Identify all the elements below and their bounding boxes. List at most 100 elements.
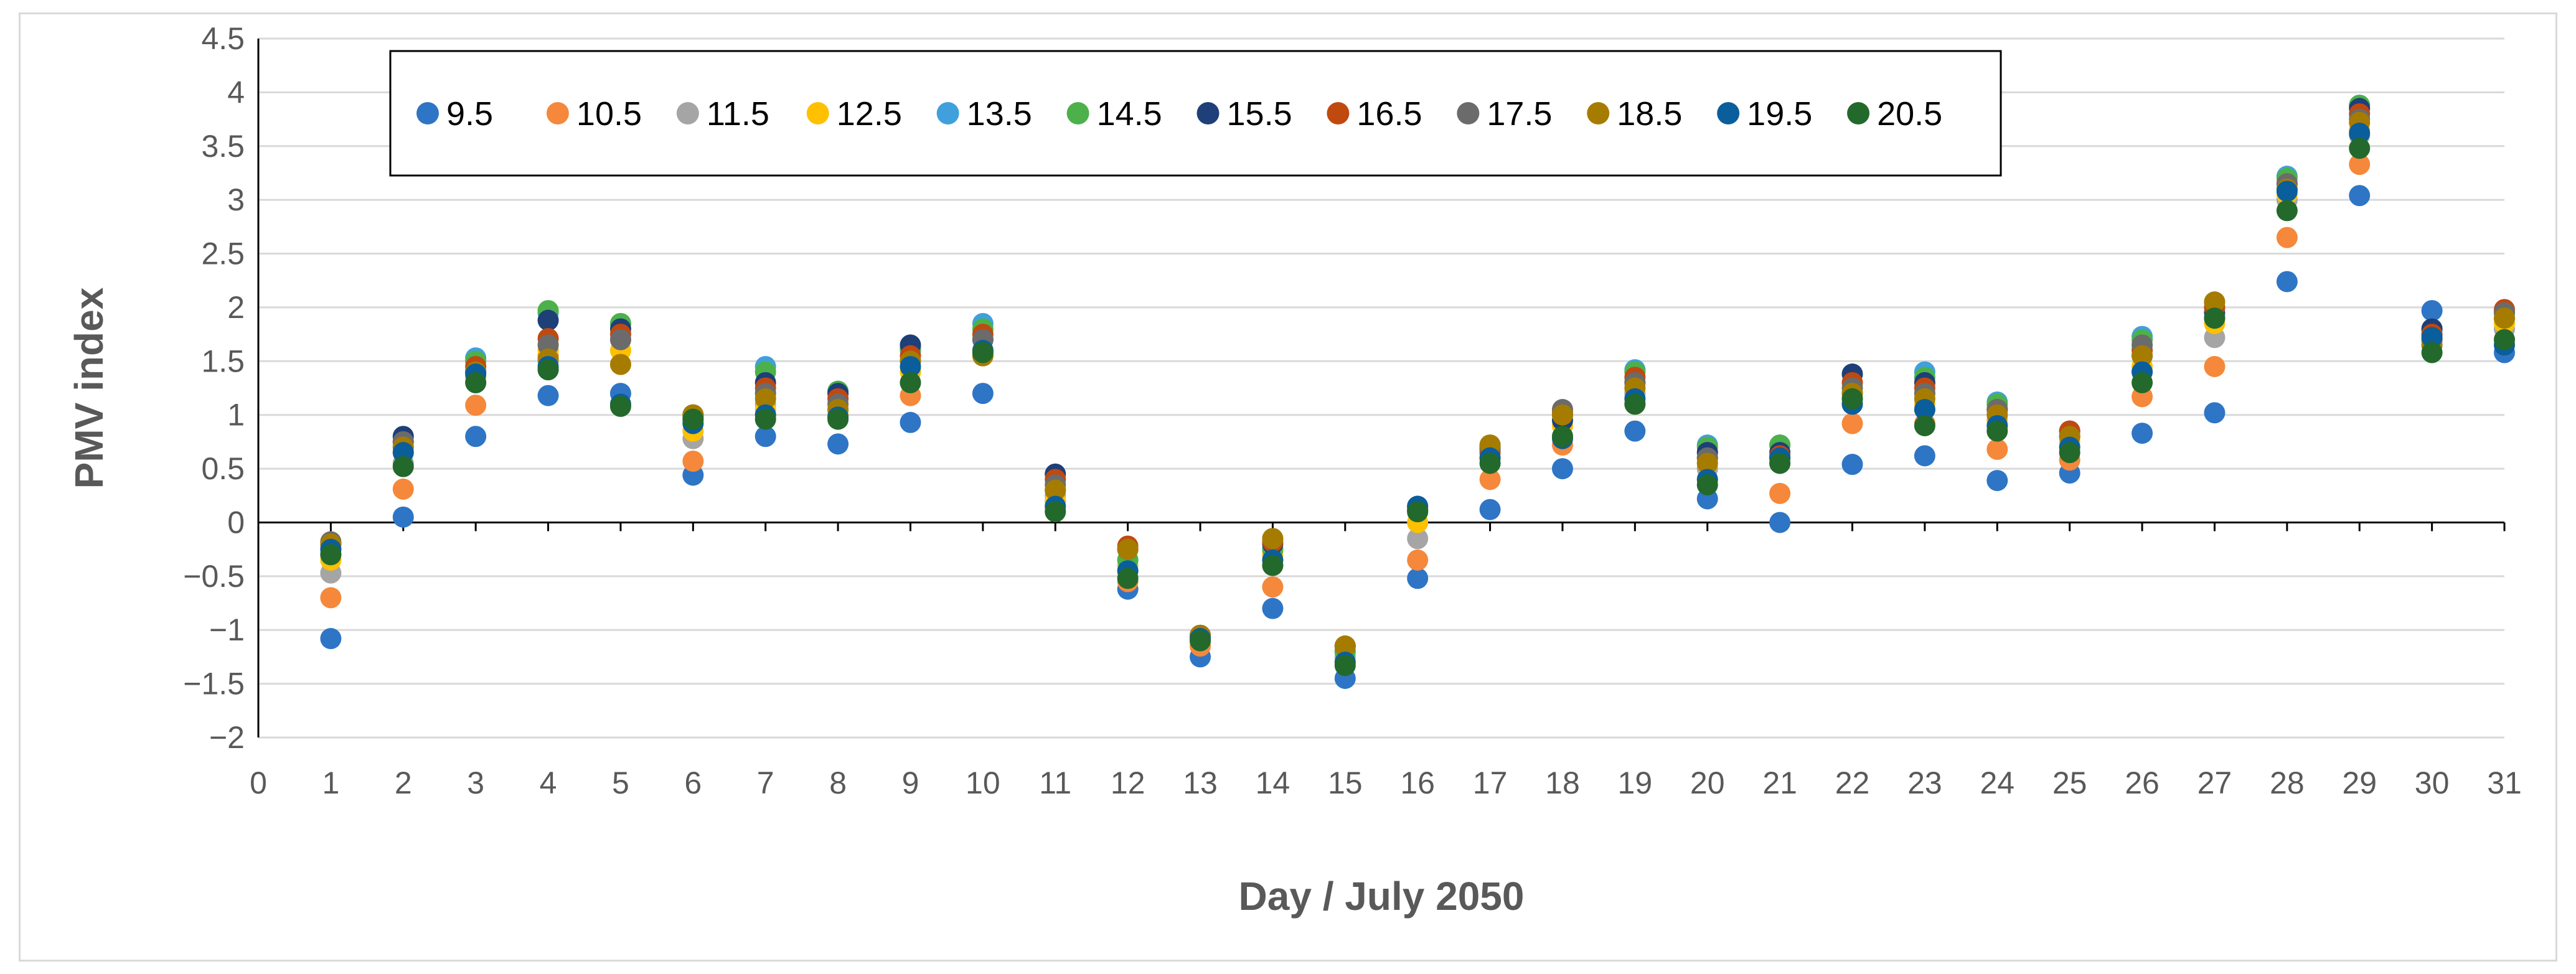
- data-point-series-20.5: [2204, 307, 2226, 329]
- x-tick-label: 16: [1400, 766, 1435, 800]
- data-point-series-20.5: [1190, 630, 1211, 652]
- data-point-series-10.5: [392, 478, 414, 500]
- x-tick-label: 18: [1545, 766, 1580, 800]
- legend-label: 19.5: [1747, 95, 1812, 133]
- data-point-series-9.5: [1986, 470, 2008, 492]
- data-point-series-18.5: [754, 388, 776, 410]
- x-tick-label: 30: [2415, 766, 2450, 800]
- x-tick-label: 21: [1762, 766, 1797, 800]
- data-point-series-9.5: [465, 426, 487, 447]
- data-point-series-9.5: [1262, 597, 1284, 619]
- data-point-series-10.5: [320, 587, 342, 609]
- data-point-series-20.5: [2349, 138, 2371, 159]
- legend-label: 11.5: [707, 95, 769, 133]
- data-point-series-9.5: [320, 628, 342, 650]
- data-point-series-9.5: [2349, 185, 2371, 207]
- x-tick-label: 13: [1183, 766, 1218, 800]
- legend-label: 14.5: [1097, 95, 1162, 133]
- data-point-series-20.5: [2132, 372, 2153, 393]
- x-tick-label: 27: [2198, 766, 2232, 800]
- data-point-series-20.5: [465, 372, 487, 393]
- data-point-series-15.5: [537, 309, 559, 331]
- data-point-series-20.5: [1624, 393, 1646, 415]
- x-tick-label: 7: [757, 766, 774, 800]
- data-point-series-9.5: [392, 506, 414, 528]
- x-tick-label: 31: [2487, 766, 2522, 800]
- data-point-series-10.5: [2204, 355, 2226, 377]
- x-tick-label: 20: [1690, 766, 1725, 800]
- x-tick-label: 8: [829, 766, 847, 800]
- data-point-series-10.5: [1769, 482, 1791, 504]
- legend-label: 12.5: [837, 95, 902, 133]
- x-axis-title: Day / July 2050: [1239, 874, 1525, 919]
- x-tick-label: 19: [1618, 766, 1653, 800]
- data-point-series-18.5: [2132, 345, 2153, 367]
- data-point-series-9.5: [2132, 423, 2153, 444]
- legend-marker: [1196, 102, 1220, 124]
- y-tick-label: 3.5: [201, 129, 245, 164]
- legend-label: 10.5: [576, 95, 642, 133]
- data-point-series-20.5: [1551, 426, 1573, 447]
- data-point-series-18.5: [1696, 452, 1718, 474]
- data-point-series-10.5: [1986, 438, 2008, 460]
- data-point-series-20.5: [754, 408, 776, 430]
- x-tick-label: 26: [2125, 766, 2160, 800]
- y-tick-label: 0: [227, 505, 245, 540]
- data-point-series-19.5: [2276, 180, 2298, 202]
- data-point-series-20.5: [972, 342, 994, 363]
- data-point-series-9.5: [1624, 420, 1646, 442]
- x-tick-label: 4: [540, 766, 557, 800]
- data-point-series-20.5: [609, 395, 631, 417]
- legend-label: 13.5: [967, 95, 1032, 133]
- y-tick-label: 4: [227, 75, 245, 110]
- data-point-series-10.5: [1262, 576, 1284, 598]
- data-point-series-9.5: [1551, 458, 1573, 480]
- x-tick-label: 15: [1328, 766, 1363, 800]
- data-point-series-18.5: [1262, 528, 1284, 550]
- data-point-series-20.5: [2494, 329, 2515, 350]
- legend-marker: [1066, 102, 1089, 124]
- legend-label: 18.5: [1617, 95, 1682, 133]
- legend-marker: [1587, 102, 1610, 124]
- x-tick-label: 25: [2052, 766, 2087, 800]
- data-point-series-20.5: [1479, 452, 1501, 474]
- data-point-series-20.5: [2059, 442, 2080, 464]
- data-point-series-9.5: [1841, 454, 1863, 475]
- x-tick-label: 29: [2342, 766, 2377, 800]
- x-tick-label: 17: [1473, 766, 1508, 800]
- data-point-series-20.5: [682, 408, 704, 430]
- x-tick-label: 24: [1980, 766, 2014, 800]
- x-tick-label: 10: [966, 766, 1000, 800]
- data-point-series-19.5: [2421, 327, 2443, 349]
- data-point-series-20.5: [1117, 568, 1139, 589]
- data-point-series-9.5: [1914, 445, 1935, 467]
- data-point-series-10.5: [1407, 549, 1429, 571]
- legend-label: 16.5: [1356, 95, 1422, 133]
- data-point-series-19.5: [2349, 123, 2371, 144]
- y-tick-label: 2: [227, 290, 245, 325]
- data-point-series-10.5: [2276, 227, 2298, 248]
- data-point-series-18.5: [1045, 479, 1066, 501]
- data-point-series-19.5: [900, 355, 921, 377]
- x-tick-label: 6: [684, 766, 702, 800]
- data-point-series-18.5: [609, 354, 631, 375]
- legend-marker: [1457, 102, 1480, 124]
- data-point-series-20.5: [2421, 342, 2443, 363]
- data-point-series-20.5: [1986, 420, 2008, 442]
- data-point-series-20.5: [2276, 200, 2298, 222]
- y-tick-label: 0.5: [201, 451, 245, 486]
- legend-marker: [806, 102, 829, 124]
- x-tick-label: 2: [395, 766, 412, 800]
- data-point-series-20.5: [1914, 414, 1935, 436]
- data-point-series-9.5: [754, 426, 776, 447]
- x-tick-label: 0: [250, 766, 267, 800]
- legend-marker: [936, 102, 959, 124]
- data-point-series-10.5: [1841, 413, 1863, 434]
- y-tick-label: −2: [209, 720, 245, 755]
- data-point-series-20.5: [1841, 388, 1863, 410]
- legend-label: 9.5: [446, 95, 493, 133]
- data-point-series-19.5: [1914, 399, 1935, 421]
- y-tick-label: 1.5: [201, 344, 245, 378]
- x-tick-label: 22: [1835, 766, 1870, 800]
